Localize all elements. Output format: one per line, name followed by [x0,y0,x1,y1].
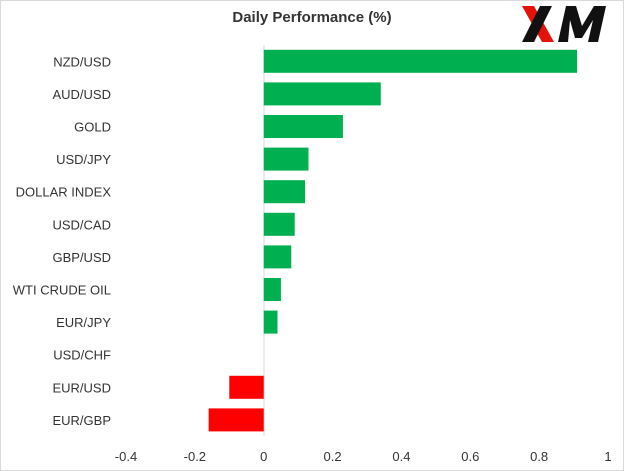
chart-title: Daily Performance (%) [232,9,392,26]
bar-aud-usd [263,82,381,106]
bar-usd-cad [263,212,295,236]
bar-eur-jpy [263,310,278,334]
category-labels: NZD/USD AUD/USD GOLD USD/JPY DOLLAR INDEX USD… [13,54,112,428]
category-label-nzd-usd: NZD/USD [53,54,111,69]
category-label-wti-crude-oil: WTI CRUDE OIL [13,283,111,298]
category-label-eur-gbp: EUR/GBP [52,413,111,428]
category-label-eur-jpy: EUR/JPY [56,315,111,330]
category-label-aud-usd: AUD/USD [52,87,111,102]
bar-eur-gbp [208,408,264,432]
bar-wti-crude-oil [263,278,281,301]
x-tick-label: 0 [260,449,267,464]
category-label-dollar-index: DOLLAR INDEX [16,185,112,200]
category-label-usd-jpy: USD/JPY [56,152,111,167]
x-tick-label: 0.8 [530,449,548,464]
bar-gbp-usd [263,245,292,269]
category-label-gbp-usd: GBP/USD [52,250,111,265]
category-label-gold: GOLD [74,120,111,135]
bar-eur-usd [229,375,264,399]
x-tick-label: 0.4 [392,449,410,464]
x-tick-labels: -0.4 -0.2 0 0.2 0.4 0.6 0.8 1 [115,449,612,464]
bars-group [208,49,578,432]
category-label-usd-chf: USD/CHF [53,348,111,363]
bar-gold [263,115,343,138]
bar-dollar-index [263,180,306,204]
logo-black-stroke [522,6,552,42]
xm-logo-icon [522,6,606,42]
x-tick-label: 0.6 [461,449,479,464]
bar-nzd-usd [263,49,578,73]
x-tick-label: 1 [604,449,611,464]
logo-letter-m [558,6,606,42]
bar-usd-jpy [263,147,309,171]
x-tick-label: -0.2 [184,449,206,464]
category-label-eur-usd: EUR/USD [52,380,111,395]
category-label-usd-cad: USD/CAD [52,217,111,232]
x-tick-label: -0.4 [115,449,137,464]
x-tick-label: 0.2 [324,449,342,464]
